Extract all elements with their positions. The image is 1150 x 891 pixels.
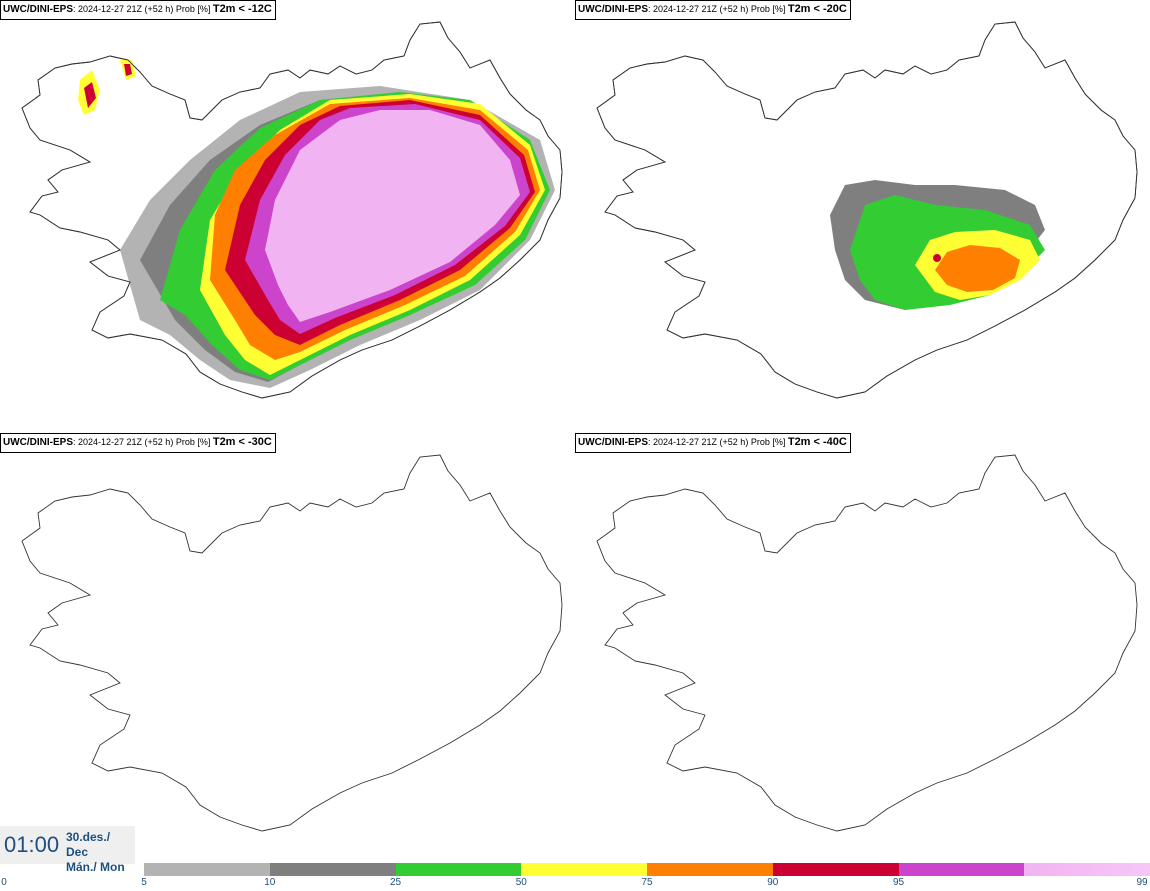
colorbar-tick-label: 5 [141, 877, 147, 888]
valid-time-clock: 01:00 [4, 832, 60, 857]
map-panel-t2m-minus-30: UWC/DINI-EPS: 2024-12-27 21Z (+52 h) Pro… [0, 433, 575, 863]
panel-title: UWC/DINI-EPS: 2024-12-27 21Z (+52 h) Pro… [575, 433, 851, 453]
valid-time-date: 30.des./ Dec Mán./ Mon [66, 830, 135, 875]
model-name: UWC/DINI-EPS [578, 437, 648, 448]
probability-field [78, 60, 555, 388]
colorbar-tick-label: 50 [515, 877, 527, 888]
iceland-outline [596, 454, 1138, 832]
probability-field [830, 180, 1045, 310]
colorbar-tick-label: 10 [264, 877, 276, 888]
map-panel-t2m-minus-40: UWC/DINI-EPS: 2024-12-27 21Z (+52 h) Pro… [575, 433, 1150, 863]
colorbar-segment [521, 863, 647, 876]
colorbar-segment [772, 863, 899, 876]
probability-map-minus-20 [596, 21, 1138, 399]
colorbar-segment [898, 863, 1025, 876]
iceland-outline [21, 454, 563, 832]
colorbar-segment [647, 863, 773, 876]
probability-map-minus-30 [21, 454, 563, 832]
run-info: : 2024-12-27 21Z (+52 h) Prob [%] [73, 437, 213, 447]
threshold-label: T2m < -20C [787, 3, 847, 15]
colorbar-tick-label: 90 [767, 877, 779, 888]
probability-map-minus-12 [21, 21, 563, 399]
threshold-label: T2m < -40C [787, 436, 847, 448]
run-info: : 2024-12-27 21Z (+52 h) Prob [%] [73, 4, 213, 14]
valid-date-line: 30.des./ Dec [66, 830, 111, 859]
colorbar-segment [1024, 863, 1150, 876]
colorbar-tick-label: 99 [1136, 877, 1148, 888]
probability-colorbar [144, 863, 1150, 876]
colorbar-tick-label: 0 [1, 877, 7, 888]
panel-title: UWC/DINI-EPS: 2024-12-27 21Z (+52 h) Pro… [575, 0, 851, 20]
colorbar-tick-label: 25 [389, 877, 402, 888]
map-panel-t2m-minus-20: UWC/DINI-EPS: 2024-12-27 21Z (+52 h) Pro… [575, 0, 1150, 430]
colorbar-segment [269, 863, 396, 876]
panel-title: UWC/DINI-EPS: 2024-12-27 21Z (+52 h) Pro… [0, 0, 276, 20]
model-name: UWC/DINI-EPS [578, 4, 648, 15]
model-name: UWC/DINI-EPS [3, 4, 73, 15]
model-name: UWC/DINI-EPS [3, 437, 73, 448]
colorbar-segment [395, 863, 522, 876]
threshold-label: T2m < -12C [212, 3, 272, 15]
valid-time-box: 01:00 30.des./ Dec Mán./ Mon [0, 826, 135, 874]
colorbar-tick-label: 95 [892, 877, 905, 888]
valid-day-line: Mán./ Mon [66, 860, 125, 874]
panel-title: UWC/DINI-EPS: 2024-12-27 21Z (+52 h) Pro… [0, 433, 276, 453]
threshold-label: T2m < -30C [212, 436, 272, 448]
run-info: : 2024-12-27 21Z (+52 h) Prob [%] [648, 4, 788, 14]
run-info: : 2024-12-27 21Z (+52 h) Prob [%] [648, 437, 788, 447]
map-panel-t2m-minus-12: UWC/DINI-EPS: 2024-12-27 21Z (+52 h) Pro… [0, 0, 575, 430]
colorbar-segment [144, 863, 270, 876]
probability-map-minus-40 [596, 454, 1138, 832]
colorbar-tick-label: 75 [641, 877, 653, 888]
